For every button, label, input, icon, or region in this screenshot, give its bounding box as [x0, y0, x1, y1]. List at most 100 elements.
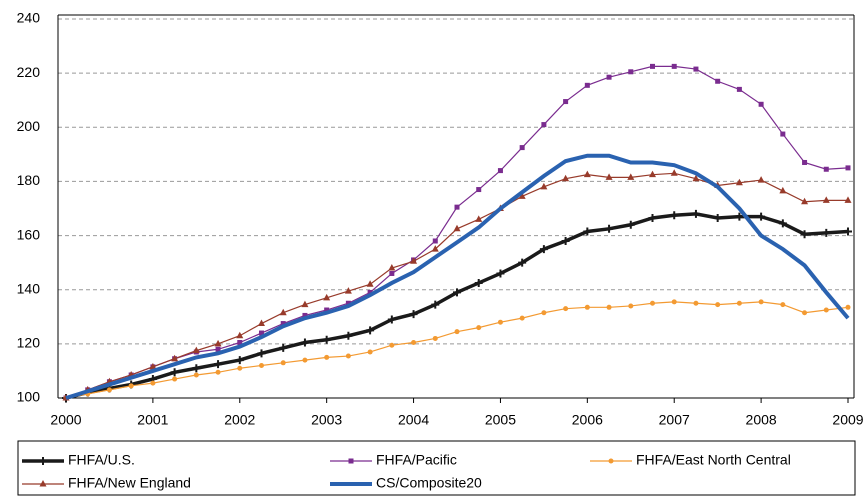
marker — [476, 187, 482, 193]
marker — [541, 122, 547, 128]
marker — [693, 66, 699, 72]
marker — [301, 300, 309, 308]
legend-label: FHFA/Pacific — [376, 452, 457, 468]
marker — [453, 224, 461, 232]
marker — [823, 307, 829, 313]
marker — [822, 196, 830, 203]
marker — [454, 204, 460, 210]
marker — [584, 82, 590, 88]
marker — [150, 380, 156, 386]
marker — [800, 230, 809, 239]
legend-label: FHFA/U.S. — [68, 452, 135, 468]
marker — [366, 280, 374, 287]
marker — [801, 197, 809, 205]
marker — [823, 166, 829, 172]
marker — [692, 174, 700, 182]
marker — [562, 174, 570, 182]
marker — [172, 376, 178, 382]
x-tick-label: 2000 — [50, 412, 81, 428]
marker — [780, 302, 786, 308]
marker — [758, 299, 764, 305]
y-tick-label: 140 — [17, 280, 41, 296]
series-line — [65, 153, 850, 400]
marker — [322, 335, 331, 344]
marker — [279, 343, 288, 352]
marker — [779, 186, 787, 194]
legend-marker — [348, 458, 354, 464]
legend-marker — [39, 457, 47, 465]
marker — [802, 159, 808, 165]
marker — [106, 387, 112, 393]
marker — [518, 258, 527, 267]
legend-marker — [39, 480, 47, 487]
marker — [845, 165, 851, 171]
marker — [780, 131, 786, 137]
marker — [192, 346, 200, 354]
marker — [257, 349, 266, 358]
marker — [411, 340, 417, 346]
marker — [214, 360, 223, 369]
marker — [171, 354, 179, 362]
marker — [324, 307, 330, 313]
marker — [691, 209, 700, 218]
x-tick-label: 2006 — [572, 412, 603, 428]
y-tick-label: 220 — [17, 64, 41, 80]
marker — [474, 278, 483, 287]
marker — [736, 300, 742, 306]
marker — [563, 99, 569, 105]
marker — [693, 300, 699, 306]
marker — [606, 74, 612, 80]
marker — [389, 270, 395, 276]
marker — [345, 353, 351, 359]
marker — [258, 319, 265, 327]
y-tick-label: 100 — [17, 389, 41, 405]
legend-label: FHFA/East North Central — [636, 452, 791, 468]
marker — [713, 213, 722, 222]
marker — [845, 304, 851, 310]
marker — [671, 299, 677, 305]
x-tick-label: 2004 — [398, 412, 429, 428]
legend-label: FHFA/New England — [68, 475, 191, 491]
marker — [302, 312, 308, 318]
marker — [454, 329, 460, 335]
marker — [215, 346, 221, 352]
marker — [844, 227, 852, 236]
marker — [367, 289, 373, 295]
marker — [323, 293, 331, 301]
marker — [302, 357, 308, 363]
marker — [519, 145, 525, 151]
marker — [648, 213, 657, 222]
x-tick-label: 2007 — [659, 412, 690, 428]
marker — [409, 310, 418, 319]
marker — [605, 224, 614, 233]
y-tick-label: 240 — [17, 10, 41, 26]
marker — [802, 310, 808, 316]
legend-label: CS/Composite20 — [376, 475, 482, 491]
marker — [670, 169, 678, 176]
marker — [387, 315, 396, 324]
marker — [626, 220, 635, 229]
marker — [170, 368, 179, 377]
x-tick-label: 2005 — [485, 412, 516, 428]
marker — [497, 319, 503, 325]
marker — [670, 211, 679, 220]
marker — [758, 101, 764, 107]
marker — [215, 369, 221, 375]
marker — [628, 69, 634, 75]
marker — [822, 228, 831, 237]
marker — [236, 331, 244, 339]
marker — [628, 303, 634, 309]
marker — [193, 372, 199, 378]
marker — [214, 339, 222, 347]
marker — [650, 300, 655, 306]
marker — [649, 170, 656, 178]
marker — [671, 63, 677, 69]
marker — [431, 245, 439, 252]
x-tick-label: 2009 — [832, 412, 863, 428]
marker — [606, 304, 612, 310]
marker — [300, 338, 309, 347]
marker — [324, 354, 330, 360]
marker — [475, 215, 483, 222]
marker — [366, 326, 375, 335]
marker — [583, 170, 591, 178]
